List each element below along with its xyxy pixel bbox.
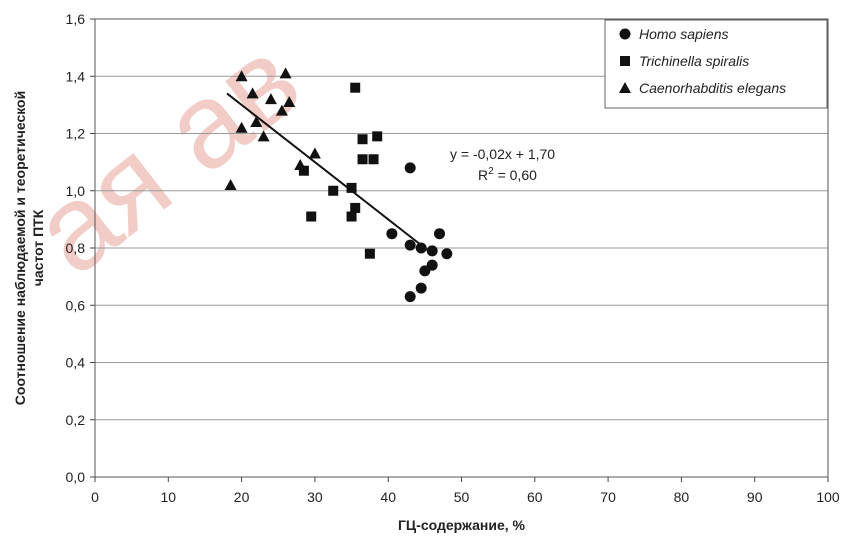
triangle-point — [279, 67, 292, 79]
y-tick-label: 1,4 — [66, 68, 86, 84]
triangle-point — [257, 130, 270, 142]
triangle-point — [235, 70, 248, 82]
y-tick-label: 0,6 — [66, 297, 86, 313]
legend-label: Caenorhabditis elegans — [639, 80, 786, 96]
y-axis-title-line1: Соотношение наблюдаемой и теоретической — [12, 91, 28, 405]
square-point — [357, 154, 368, 165]
legend-circle-icon — [619, 28, 631, 40]
circle-point — [415, 242, 427, 254]
circle-point — [441, 248, 453, 260]
circle-point — [415, 282, 427, 294]
circle-point — [404, 239, 416, 251]
x-tick-label: 40 — [380, 489, 396, 505]
x-tick-label: 0 — [91, 489, 99, 505]
square-point — [306, 211, 317, 222]
axes — [90, 18, 829, 482]
circle-point — [404, 162, 416, 174]
trendline — [226, 92, 430, 252]
triangle-point — [294, 158, 307, 170]
legend: Homo sapiens Trichinella spiralis Caenorha… — [604, 19, 828, 109]
legend-box — [604, 19, 828, 109]
legend-label: Trichinella spiralis — [639, 53, 749, 69]
legend-square-icon — [620, 56, 630, 66]
square-point — [350, 202, 361, 213]
r-squared-label: R2 = 0,60 — [478, 166, 537, 183]
x-tick-label: 60 — [527, 489, 543, 505]
circle-point — [434, 228, 446, 240]
x-axis-title: ГЦ-содержание, % — [398, 517, 526, 533]
y-tick-label: 1,0 — [66, 183, 86, 199]
x-tick-label: 20 — [234, 489, 250, 505]
square-point — [328, 185, 339, 196]
triangle-point — [283, 96, 296, 108]
x-tick-label: 100 — [816, 489, 840, 505]
square-point — [346, 182, 357, 193]
square-point — [364, 248, 375, 259]
watermark: ая ав — [9, 12, 324, 300]
plot-frame — [94, 18, 829, 478]
triangle-point — [308, 147, 321, 159]
y-tick-label: 0,8 — [66, 240, 86, 256]
triangle-point — [246, 87, 259, 99]
triangle-point — [264, 93, 277, 105]
grid — [95, 18, 828, 421]
x-tick-label: 90 — [747, 489, 763, 505]
x-tick-label: 80 — [674, 489, 690, 505]
square-point — [298, 165, 309, 176]
y-tick-label: 0,4 — [66, 355, 86, 371]
y-tick-label: 0,0 — [66, 469, 86, 485]
circle-point — [426, 245, 438, 257]
triangle-point — [235, 121, 248, 133]
x-tick-label: 30 — [307, 489, 323, 505]
y-tick-label: 0,2 — [66, 412, 86, 428]
square-point — [372, 131, 383, 142]
circle-point — [404, 291, 416, 303]
x-tick-label: 50 — [454, 489, 470, 505]
square-point — [350, 82, 361, 93]
watermark-text: ая ав — [9, 12, 324, 300]
x-tick-label: 10 — [161, 489, 177, 505]
legend-label: Homo sapiens — [639, 26, 729, 42]
square-point — [357, 134, 368, 145]
equation-label: y = -0,02x + 1,70 — [450, 146, 555, 162]
legend-triangle-icon — [619, 82, 631, 93]
y-tick-label: 1,2 — [66, 126, 86, 142]
circle-point — [386, 228, 398, 240]
circle-point — [419, 265, 431, 277]
triangle-point — [250, 116, 263, 128]
triangle-point — [275, 104, 288, 116]
y-axis-title-line2: частот ПТК — [30, 209, 46, 286]
labels: 0,0 0,2 0,4 0,6 0,8 1,0 1,2 1,4 1,6 0 10 20 30 40 50 60… — [12, 11, 840, 533]
x-tick-label: 70 — [600, 489, 616, 505]
triangle-point — [224, 179, 237, 191]
square-point — [346, 211, 357, 222]
square-point — [368, 154, 379, 165]
data-points — [224, 67, 453, 303]
y-tick-label: 1,6 — [66, 11, 86, 27]
trendline-layer — [226, 92, 430, 252]
